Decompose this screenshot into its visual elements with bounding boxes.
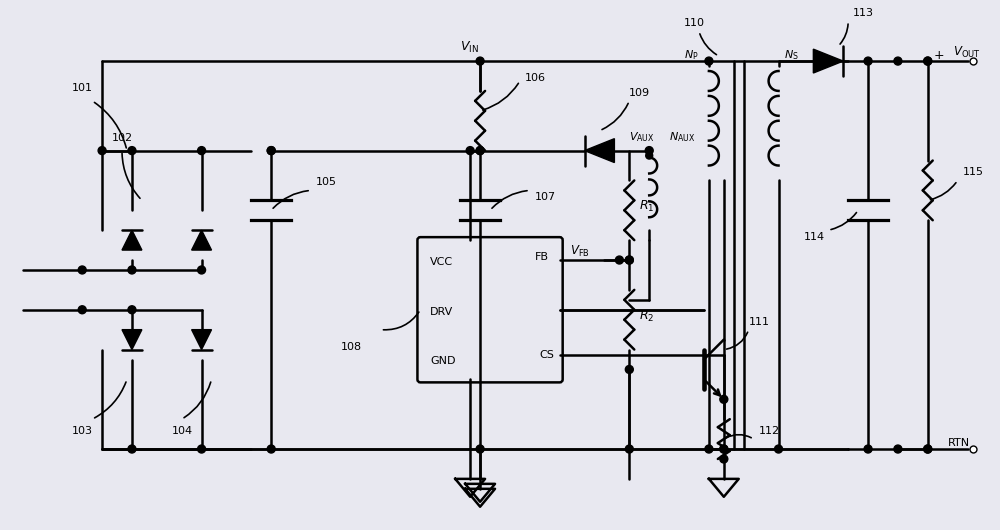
Circle shape: [720, 445, 728, 453]
Circle shape: [466, 147, 474, 155]
Circle shape: [924, 445, 932, 453]
Circle shape: [894, 445, 902, 453]
Circle shape: [720, 455, 728, 463]
Polygon shape: [585, 139, 614, 163]
Circle shape: [864, 445, 872, 453]
Text: $V_{\rm IN}$: $V_{\rm IN}$: [460, 40, 479, 55]
Text: 105: 105: [316, 178, 337, 188]
Text: 115: 115: [963, 167, 984, 178]
Text: $N_{\rm P}$: $N_{\rm P}$: [684, 48, 699, 62]
Circle shape: [476, 147, 484, 155]
Text: RTN: RTN: [948, 438, 970, 448]
Text: $+$: $+$: [933, 49, 944, 62]
Circle shape: [924, 57, 932, 65]
Circle shape: [720, 445, 728, 453]
Circle shape: [128, 147, 136, 155]
Circle shape: [625, 366, 633, 374]
Polygon shape: [192, 230, 212, 250]
Text: 103: 103: [72, 426, 93, 436]
Text: VCC: VCC: [430, 257, 453, 267]
Circle shape: [128, 266, 136, 274]
Circle shape: [198, 445, 206, 453]
Circle shape: [267, 445, 275, 453]
Circle shape: [864, 57, 872, 65]
Text: $R_1$: $R_1$: [639, 199, 655, 215]
Circle shape: [625, 445, 633, 453]
Circle shape: [705, 445, 713, 453]
Text: $R_2$: $R_2$: [639, 308, 655, 324]
Text: 110: 110: [684, 18, 705, 28]
Circle shape: [625, 256, 633, 264]
Circle shape: [267, 147, 275, 155]
Text: $V_{\rm AUX}$: $V_{\rm AUX}$: [629, 131, 655, 145]
Circle shape: [128, 445, 136, 453]
Text: 102: 102: [112, 132, 133, 143]
Text: 112: 112: [759, 426, 780, 436]
Text: 107: 107: [535, 192, 556, 202]
Circle shape: [615, 256, 623, 264]
Text: 113: 113: [853, 8, 874, 19]
Text: 108: 108: [341, 341, 362, 351]
Text: $V_{\rm OUT}$: $V_{\rm OUT}$: [953, 45, 980, 60]
Text: 109: 109: [629, 88, 650, 98]
Circle shape: [894, 57, 902, 65]
Circle shape: [924, 57, 932, 65]
Text: 106: 106: [525, 73, 546, 83]
Circle shape: [198, 147, 206, 155]
Circle shape: [924, 445, 932, 453]
Circle shape: [198, 266, 206, 274]
Text: DRV: DRV: [430, 307, 454, 317]
Text: $V_{\rm FB}$: $V_{\rm FB}$: [570, 244, 589, 259]
Text: 104: 104: [172, 426, 193, 436]
Circle shape: [646, 152, 653, 159]
Circle shape: [625, 256, 633, 264]
Text: $N_{\rm AUX}$: $N_{\rm AUX}$: [669, 131, 696, 145]
Circle shape: [705, 57, 713, 65]
Circle shape: [645, 147, 653, 155]
Circle shape: [476, 57, 484, 65]
Circle shape: [267, 147, 275, 155]
Circle shape: [476, 445, 484, 453]
Circle shape: [78, 266, 86, 274]
Polygon shape: [813, 49, 843, 73]
Circle shape: [720, 395, 728, 403]
Circle shape: [98, 147, 106, 155]
Text: 111: 111: [749, 317, 770, 326]
Circle shape: [476, 147, 484, 155]
Text: 101: 101: [72, 83, 93, 93]
Polygon shape: [122, 230, 142, 250]
Text: CS: CS: [540, 349, 555, 359]
Polygon shape: [192, 330, 212, 350]
Circle shape: [128, 306, 136, 314]
Text: 114: 114: [803, 232, 825, 242]
Polygon shape: [122, 330, 142, 350]
Circle shape: [775, 445, 783, 453]
Circle shape: [78, 306, 86, 314]
Text: FB: FB: [535, 252, 549, 262]
Text: GND: GND: [430, 357, 456, 366]
Text: $N_{\rm S}$: $N_{\rm S}$: [784, 48, 798, 62]
